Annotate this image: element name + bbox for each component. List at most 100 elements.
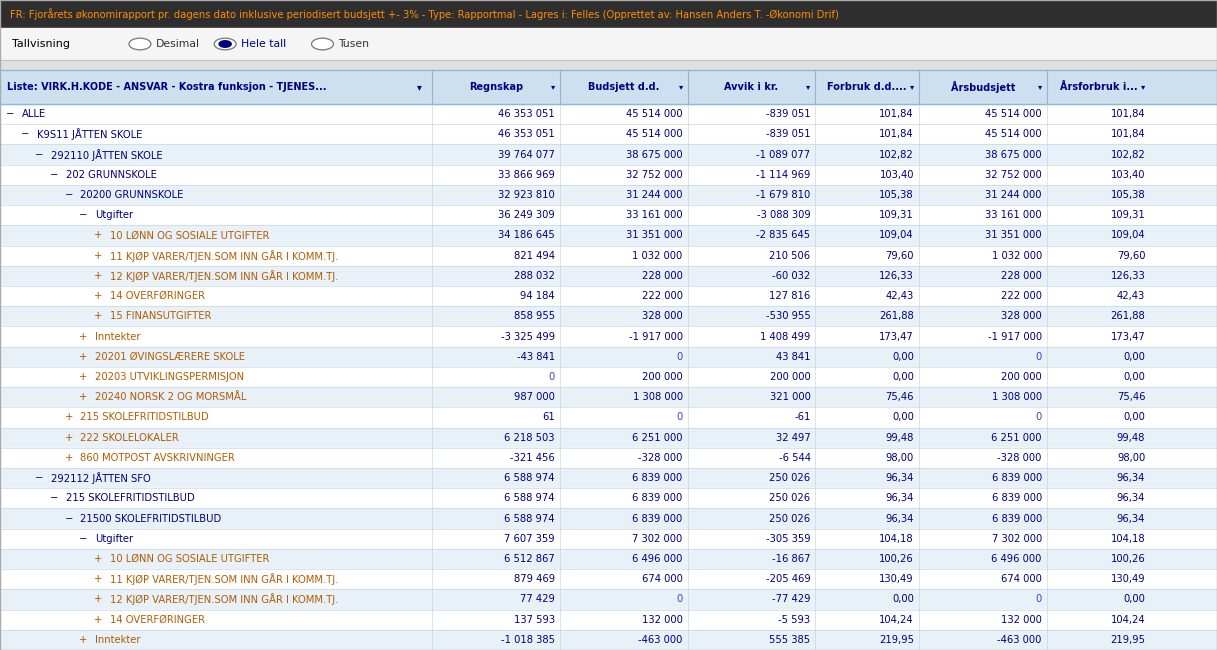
Text: 328 000: 328 000 — [1002, 311, 1042, 321]
Text: −: − — [79, 534, 88, 544]
Text: Inntekter: Inntekter — [95, 635, 140, 645]
Text: -16 867: -16 867 — [772, 554, 811, 564]
Text: 173,47: 173,47 — [879, 332, 914, 341]
Text: +: + — [79, 372, 88, 382]
Text: −: − — [6, 109, 15, 119]
Text: 32 497: 32 497 — [775, 433, 811, 443]
Text: 6 839 000: 6 839 000 — [992, 473, 1042, 483]
Bar — [0, 164, 1217, 185]
Text: 11 KJØP VARER/TJEN.SOM INN GÅR I KOMM.TJ.: 11 KJØP VARER/TJEN.SOM INN GÅR I KOMM.TJ… — [110, 250, 338, 261]
Text: -43 841: -43 841 — [517, 352, 555, 362]
Text: ▾: ▾ — [1038, 83, 1042, 92]
Text: 20203 UTVIKLINGSPERMISJON: 20203 UTVIKLINGSPERMISJON — [95, 372, 245, 382]
Text: -3 088 309: -3 088 309 — [757, 210, 811, 220]
Text: ▾: ▾ — [1142, 83, 1145, 92]
Text: 0: 0 — [549, 372, 555, 382]
Text: 1 032 000: 1 032 000 — [992, 251, 1042, 261]
Text: +: + — [94, 271, 102, 281]
Text: 109,04: 109,04 — [880, 231, 914, 240]
Text: +: + — [94, 615, 102, 625]
Text: -463 000: -463 000 — [639, 635, 683, 645]
Text: 0,00: 0,00 — [892, 595, 914, 604]
Text: 38 675 000: 38 675 000 — [626, 150, 683, 159]
Text: 109,31: 109,31 — [879, 210, 914, 220]
Text: 674 000: 674 000 — [1000, 574, 1042, 584]
Text: 6 512 867: 6 512 867 — [504, 554, 555, 564]
Text: 228 000: 228 000 — [641, 271, 683, 281]
Text: 860 MOTPOST AVSKRIVNINGER: 860 MOTPOST AVSKRIVNINGER — [80, 453, 235, 463]
Text: 879 469: 879 469 — [514, 574, 555, 584]
Text: -839 051: -839 051 — [765, 109, 811, 119]
Text: ▾: ▾ — [551, 83, 555, 92]
Text: 33 866 969: 33 866 969 — [498, 170, 555, 180]
Text: 210 506: 210 506 — [769, 251, 811, 261]
Text: +: + — [79, 392, 88, 402]
Text: +: + — [65, 453, 73, 463]
Text: 31 351 000: 31 351 000 — [626, 231, 683, 240]
Text: 219,95: 219,95 — [1110, 635, 1145, 645]
Text: ▾: ▾ — [417, 82, 422, 92]
Bar — [0, 60, 1217, 70]
Text: 42,43: 42,43 — [886, 291, 914, 301]
Text: -1 114 969: -1 114 969 — [756, 170, 811, 180]
Text: −: − — [50, 493, 58, 503]
Bar — [0, 549, 1217, 569]
Text: 250 026: 250 026 — [769, 473, 811, 483]
Text: +: + — [65, 413, 73, 422]
Text: +: + — [94, 574, 102, 584]
Text: -1 089 077: -1 089 077 — [757, 150, 811, 159]
Text: 0: 0 — [677, 352, 683, 362]
Text: -5 593: -5 593 — [779, 615, 811, 625]
Text: 99,48: 99,48 — [1117, 433, 1145, 443]
Circle shape — [219, 41, 231, 47]
Text: 20201 ØVINGSLÆRERE SKOLE: 20201 ØVINGSLÆRERE SKOLE — [95, 352, 245, 362]
Text: 555 385: 555 385 — [769, 635, 811, 645]
Text: 104,24: 104,24 — [1111, 615, 1145, 625]
Text: -3 325 499: -3 325 499 — [501, 332, 555, 341]
Text: 858 955: 858 955 — [514, 311, 555, 321]
Text: -321 456: -321 456 — [510, 453, 555, 463]
Bar — [0, 428, 1217, 448]
Bar — [0, 226, 1217, 246]
Text: -463 000: -463 000 — [998, 635, 1042, 645]
Text: 1 308 000: 1 308 000 — [633, 392, 683, 402]
Text: 261,88: 261,88 — [879, 311, 914, 321]
Text: 34 186 645: 34 186 645 — [498, 231, 555, 240]
Text: −: − — [79, 210, 88, 220]
Text: −: − — [35, 150, 44, 159]
Text: +: + — [94, 311, 102, 321]
Text: 127 816: 127 816 — [769, 291, 811, 301]
Text: 77 429: 77 429 — [520, 595, 555, 604]
Bar — [0, 488, 1217, 508]
Text: 43 841: 43 841 — [776, 352, 811, 362]
Text: 250 026: 250 026 — [769, 493, 811, 503]
Bar — [0, 246, 1217, 266]
Text: Årsbudsjett: Årsbudsjett — [950, 81, 1015, 93]
Text: 36 249 309: 36 249 309 — [498, 210, 555, 220]
Bar — [0, 569, 1217, 590]
Bar — [0, 266, 1217, 286]
Text: 45 514 000: 45 514 000 — [985, 129, 1042, 139]
Text: 132 000: 132 000 — [641, 615, 683, 625]
Bar — [0, 144, 1217, 164]
Text: 250 026: 250 026 — [769, 514, 811, 523]
Text: -205 469: -205 469 — [765, 574, 811, 584]
Text: 132 000: 132 000 — [1000, 615, 1042, 625]
Text: 101,84: 101,84 — [880, 109, 914, 119]
Text: +: + — [94, 251, 102, 261]
Text: 6 839 000: 6 839 000 — [633, 493, 683, 503]
Text: 45 514 000: 45 514 000 — [626, 129, 683, 139]
Text: Tusen: Tusen — [338, 39, 369, 49]
Text: 6 496 000: 6 496 000 — [992, 554, 1042, 564]
Text: Årsforbruk i...: Årsforbruk i... — [1060, 82, 1137, 92]
Text: Forbruk d.d....: Forbruk d.d.... — [828, 82, 907, 92]
Text: −: − — [21, 129, 29, 139]
Text: 98,00: 98,00 — [886, 453, 914, 463]
Text: 100,26: 100,26 — [879, 554, 914, 564]
Text: 101,84: 101,84 — [1111, 129, 1145, 139]
Text: 0,00: 0,00 — [1123, 372, 1145, 382]
Text: Budsjett d.d.: Budsjett d.d. — [588, 82, 660, 92]
Text: 42,43: 42,43 — [1117, 291, 1145, 301]
Text: 0: 0 — [1036, 595, 1042, 604]
Bar — [0, 286, 1217, 306]
